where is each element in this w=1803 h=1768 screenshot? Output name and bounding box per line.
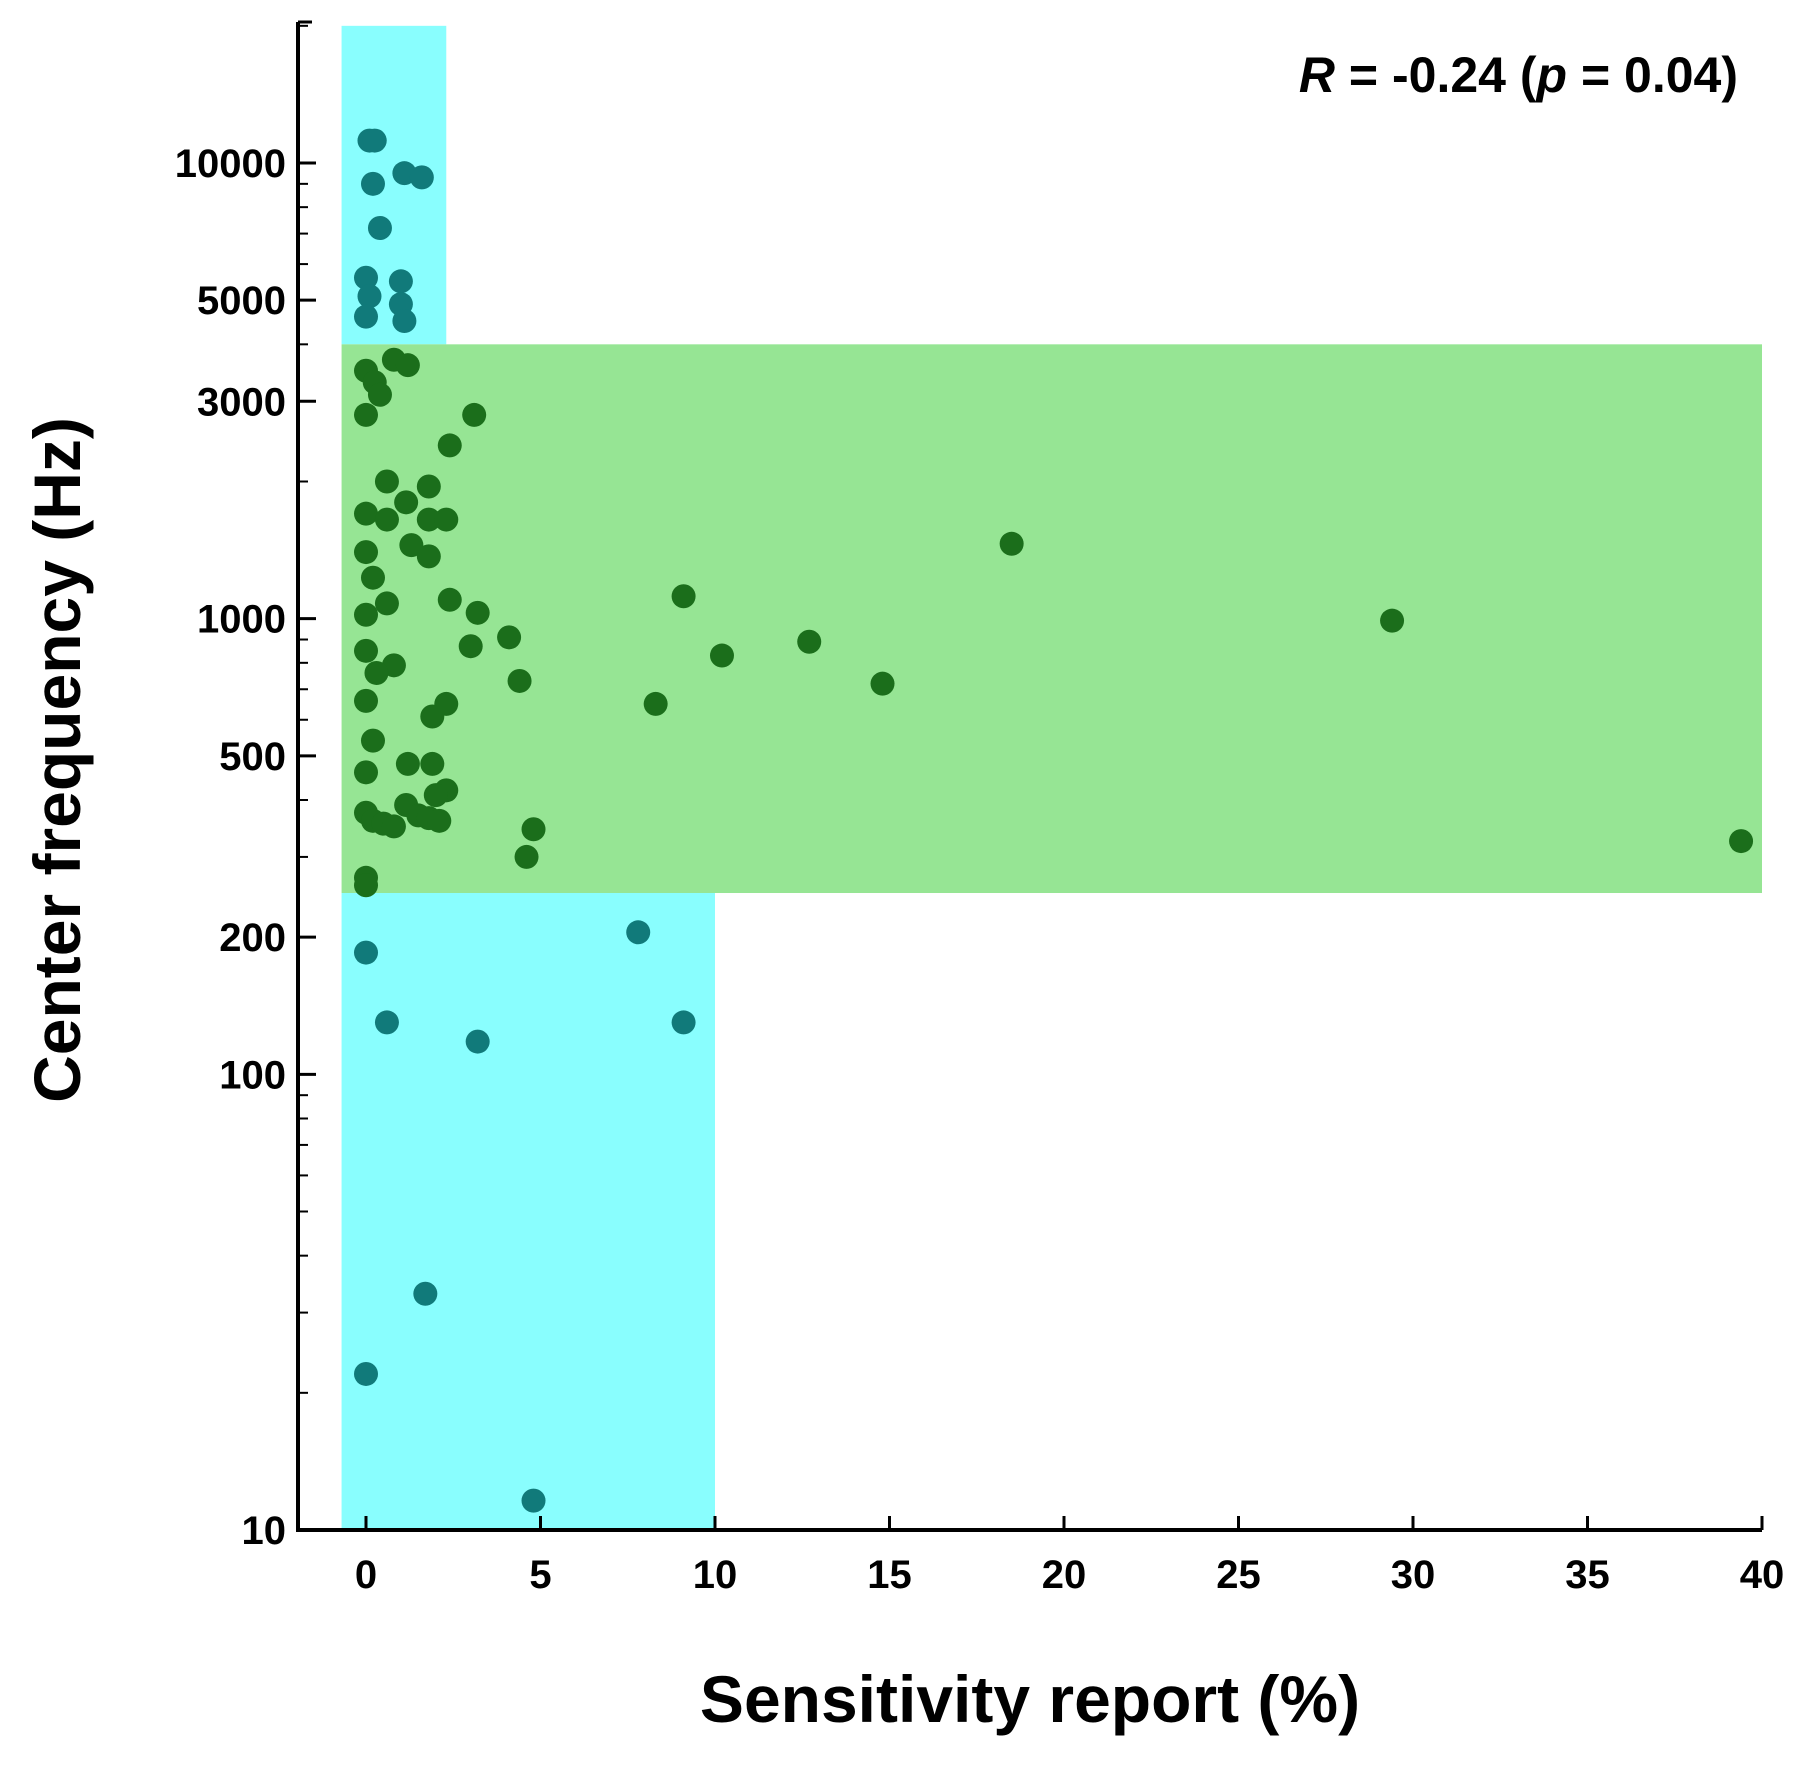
x-tick-label-30: 30 [1391, 1553, 1436, 1597]
data-points [354, 128, 1754, 1513]
shaded-regions [341, 25, 1762, 1530]
point-mid-frequency-6 [462, 402, 487, 427]
point-mid-frequency-25 [1380, 608, 1405, 633]
x-tick-label-40: 40 [1740, 1553, 1785, 1597]
point-mid-frequency-55 [514, 844, 539, 869]
x-tick-label-20: 20 [1042, 1553, 1087, 1597]
point-high-frequency-6 [354, 265, 378, 290]
x-tick-label-10: 10 [693, 1553, 738, 1597]
point-mid-frequency-24 [465, 600, 490, 625]
point-high-frequency-8 [357, 284, 382, 309]
y-tick-label-10000: 10000 [175, 142, 286, 186]
point-mid-frequency-11 [354, 501, 378, 526]
point-low-frequency-6 [354, 1361, 378, 1386]
point-mid-frequency-9 [416, 474, 441, 499]
point-mid-frequency-29 [354, 638, 378, 663]
x-tick-label-5: 5 [529, 1553, 551, 1597]
point-mid-frequency-12 [374, 507, 399, 532]
point-mid-frequency-2 [395, 353, 420, 378]
point-low-frequency-0 [626, 920, 651, 945]
point-mid-frequency-26 [497, 625, 522, 650]
point-mid-frequency-40 [395, 751, 420, 776]
region-mid-frequency-band [341, 344, 1762, 894]
point-mid-frequency-28 [458, 634, 483, 659]
point-high-frequency-10 [354, 304, 378, 329]
x-tick-label-25: 25 [1216, 1553, 1261, 1597]
point-mid-frequency-19 [360, 565, 385, 590]
point-high-frequency-4 [409, 165, 434, 190]
y-tick-label-100: 100 [219, 1053, 286, 1097]
point-mid-frequency-57 [354, 873, 378, 898]
p-value: = 0.04) [1567, 47, 1738, 103]
point-mid-frequency-32 [364, 660, 389, 685]
point-mid-frequency-14 [434, 507, 459, 532]
point-mid-frequency-8 [374, 469, 399, 494]
ticks: 0 5 10 15 20 25 30 35 40 10 100 200 500 1000 3000 5000 1… [175, 20, 1785, 1597]
y-tick-label-500: 500 [219, 735, 286, 779]
point-low-frequency-3 [671, 1010, 696, 1035]
point-low-frequency-1 [354, 940, 378, 965]
correlation-annotation: R = -0.24 (p = 0.04) [1299, 47, 1738, 103]
point-mid-frequency-23 [354, 602, 378, 627]
point-mid-frequency-20 [437, 587, 462, 612]
x-tick-label-35: 35 [1565, 1553, 1610, 1597]
point-high-frequency-2 [360, 171, 385, 196]
point-mid-frequency-30 [709, 643, 734, 668]
y-tick-label-10: 10 [242, 1509, 287, 1553]
point-mid-frequency-4 [367, 382, 392, 407]
point-low-frequency-2 [374, 1010, 399, 1035]
point-mid-frequency-16 [354, 540, 378, 565]
point-mid-frequency-21 [671, 584, 696, 609]
x-tick-label-0: 0 [355, 1553, 377, 1597]
point-mid-frequency-41 [420, 751, 445, 776]
p-symbol: p [1535, 47, 1568, 103]
x-axis-title: Sensitivity report (%) [700, 1662, 1360, 1736]
point-mid-frequency-44 [423, 783, 448, 808]
point-mid-frequency-39 [360, 728, 385, 753]
y-tick-label-1000: 1000 [197, 598, 286, 642]
point-mid-frequency-5 [354, 402, 378, 427]
point-mid-frequency-18 [999, 531, 1024, 556]
point-low-frequency-4 [465, 1029, 490, 1054]
point-high-frequency-7 [388, 269, 413, 294]
x-tick-label-15: 15 [867, 1553, 912, 1597]
point-mid-frequency-15 [399, 533, 424, 558]
point-mid-frequency-22 [374, 591, 399, 616]
point-mid-frequency-10 [394, 490, 419, 515]
point-mid-frequency-49 [427, 808, 452, 833]
r-value: = -0.24 ( [1335, 47, 1537, 103]
r-symbol: R [1299, 47, 1335, 103]
point-high-frequency-11 [392, 309, 417, 334]
point-high-frequency-5 [367, 216, 392, 241]
point-mid-frequency-37 [643, 691, 668, 716]
point-mid-frequency-17 [416, 544, 441, 569]
point-high-frequency-1 [362, 128, 387, 153]
point-low-frequency-5 [413, 1281, 438, 1306]
point-mid-frequency-42 [354, 760, 378, 785]
point-mid-frequency-33 [507, 668, 532, 693]
point-mid-frequency-27 [797, 629, 822, 654]
y-tick-label-5000: 5000 [197, 279, 286, 323]
point-mid-frequency-54 [1729, 829, 1754, 854]
y-tick-label-200: 200 [219, 916, 286, 960]
point-mid-frequency-13 [416, 507, 441, 532]
point-mid-frequency-53 [521, 817, 546, 842]
point-mid-frequency-34 [870, 671, 895, 696]
point-low-frequency-7 [521, 1488, 546, 1513]
point-mid-frequency-52 [381, 814, 406, 839]
point-mid-frequency-38 [420, 704, 445, 729]
region-low-frequency-band [341, 893, 715, 1530]
y-axis-title: Center frequency (Hz) [20, 417, 94, 1103]
point-mid-frequency-7 [437, 433, 462, 458]
point-mid-frequency-35 [354, 688, 378, 713]
y-tick-label-3000: 3000 [197, 380, 286, 424]
